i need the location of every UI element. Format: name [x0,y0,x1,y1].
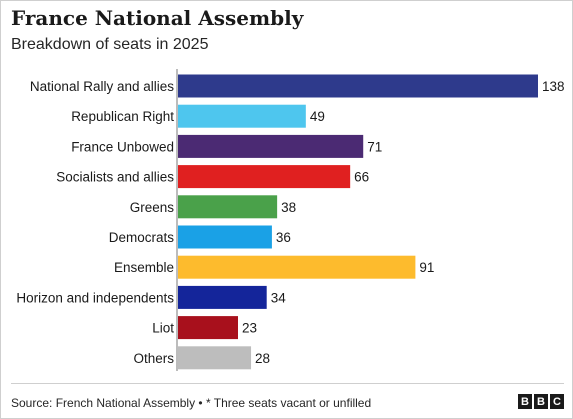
data-label: 34 [271,290,287,305]
data-label: 66 [354,170,369,185]
bar [178,165,351,189]
logo-letter: C [550,394,564,409]
data-label: 91 [419,260,434,275]
bar [178,134,364,158]
bar [178,104,306,128]
footer-divider [11,383,564,384]
category-label: Socialists and allies [56,170,174,185]
data-label: 23 [242,321,257,336]
bar [178,285,267,309]
data-label: 71 [367,139,382,154]
data-label: 38 [281,200,296,215]
bbc-logo: B B C [518,394,564,409]
data-label: 28 [255,351,270,366]
category-label: Greens [130,200,175,215]
category-label: National Rally and allies [30,79,174,94]
bar [178,74,538,98]
category-label: Liot [152,321,174,336]
bar [178,346,252,370]
category-label: Democrats [109,230,175,245]
bar [178,255,416,279]
logo-letter: B [534,394,548,409]
data-label: 138 [542,79,565,94]
category-label: Others [133,351,174,366]
bar [178,316,238,340]
logo-letter: B [518,394,532,409]
category-label: Horizon and independents [16,290,174,305]
category-label: France Unbowed [71,139,174,154]
data-label: 36 [276,230,291,245]
chart-title: France National Assembly [11,6,304,30]
category-label: Republican Right [71,109,174,124]
bar [178,195,278,219]
chart-subtitle: Breakdown of seats in 2025 [11,36,209,53]
source-note: Source: French National Assembly • * Thr… [11,396,372,410]
category-label: Ensemble [114,260,174,275]
data-label: 49 [310,109,325,124]
bar [178,225,272,249]
bar-chart: National Rally and allies 138 Republican R… [16,69,565,371]
